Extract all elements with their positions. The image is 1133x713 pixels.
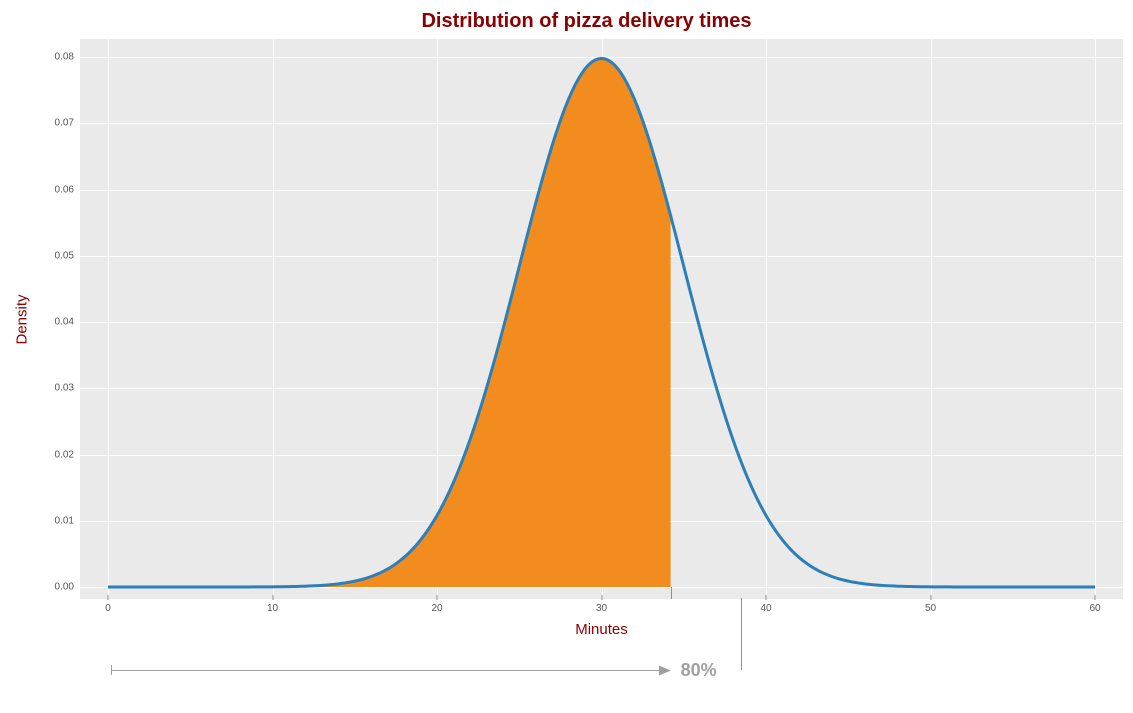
x-tick-label: 0 bbox=[105, 603, 111, 614]
curve-svg bbox=[80, 39, 1123, 599]
plot-row: Density 0.00 0.01 0.02 0.03 0.04 0.05 0.06 0.07… bbox=[10, 39, 1123, 599]
x-tick-label: 50 bbox=[925, 603, 936, 614]
y-tick-label: 0.05 bbox=[55, 250, 74, 261]
cutoff-line bbox=[671, 587, 672, 599]
x-tick-label: 10 bbox=[267, 603, 278, 614]
density-chart: Distribution of pizza delivery times Den… bbox=[10, 10, 1123, 703]
y-axis-label: Density bbox=[14, 294, 31, 344]
y-tick-column: 0.00 0.01 0.02 0.03 0.04 0.05 0.06 0.07 0.08 bbox=[34, 39, 80, 599]
cutoff-connector bbox=[741, 598, 742, 670]
x-tick-label: 60 bbox=[1089, 603, 1100, 614]
x-tick-mark bbox=[601, 595, 602, 600]
y-tick-label: 0.04 bbox=[55, 317, 74, 328]
annotation-label: 80% bbox=[681, 660, 717, 681]
y-tick-label: 0.02 bbox=[55, 449, 74, 460]
arrow-head-icon bbox=[659, 666, 671, 676]
y-tick-label: 0.00 bbox=[55, 582, 74, 593]
x-tick-mark bbox=[930, 595, 931, 600]
x-tick-mark bbox=[437, 595, 438, 600]
x-tick-mark bbox=[1095, 595, 1096, 600]
x-tick-mark bbox=[108, 595, 109, 600]
arrow-line bbox=[111, 670, 658, 671]
x-axis-row: 0 10 20 30 40 50 60 bbox=[80, 599, 1123, 619]
chart-title: Distribution of pizza delivery times bbox=[10, 10, 1123, 33]
annotation-row: 80% bbox=[80, 660, 1123, 690]
y-tick-label: 0.08 bbox=[55, 52, 74, 63]
y-tick-label: 0.07 bbox=[55, 118, 74, 129]
ylabel-container: Density bbox=[10, 39, 34, 599]
filled-area bbox=[108, 58, 671, 587]
y-tick-label: 0.03 bbox=[55, 383, 74, 394]
x-axis-label: Minutes bbox=[80, 621, 1123, 638]
x-tick-mark bbox=[766, 595, 767, 600]
plot-area bbox=[80, 39, 1123, 599]
y-tick-label: 0.01 bbox=[55, 515, 74, 526]
x-tick-mark bbox=[272, 595, 273, 600]
x-tick-label: 20 bbox=[431, 603, 442, 614]
x-tick-label: 40 bbox=[760, 603, 771, 614]
x-tick-label: 30 bbox=[596, 603, 607, 614]
y-tick-label: 0.06 bbox=[55, 184, 74, 195]
